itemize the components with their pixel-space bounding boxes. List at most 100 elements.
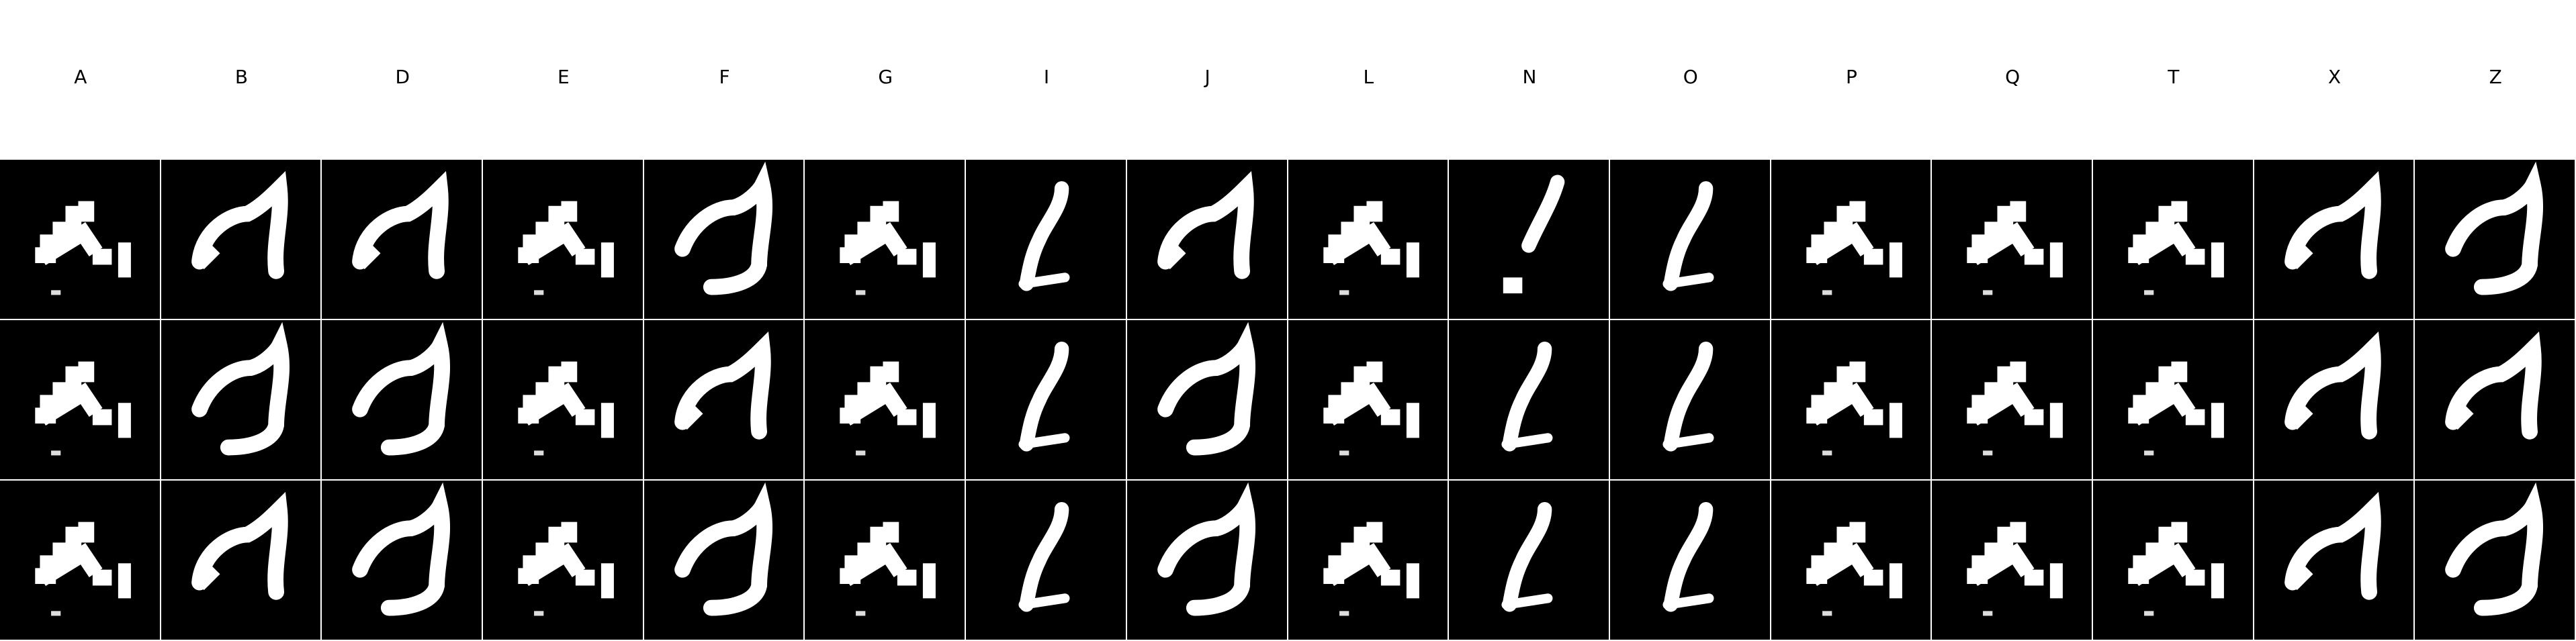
column-label-A: A xyxy=(74,66,87,88)
glyph-arch xyxy=(161,481,321,640)
glyph-stairs xyxy=(1288,320,1448,479)
column-label-B: B xyxy=(234,66,249,88)
glyph-stairs xyxy=(1771,160,1931,319)
sample-cell-P-row1 xyxy=(1771,160,1931,319)
sample-cell-Z-row3 xyxy=(2415,481,2575,640)
sample-cell-A-row1 xyxy=(0,160,160,319)
glyph-slash xyxy=(966,481,1126,640)
sample-cell-E-row2 xyxy=(483,320,643,479)
glyph-z-shape xyxy=(161,320,321,479)
sample-cell-L-row1 xyxy=(1288,160,1448,319)
column-label-P: P xyxy=(1845,66,1857,88)
sample-cell-Z-row1 xyxy=(2415,160,2575,319)
sample-cell-I-row3 xyxy=(966,481,1126,640)
sample-cell-I-row2 xyxy=(966,320,1126,479)
sample-cell-X-row3 xyxy=(2254,481,2414,640)
glyph-z-shape xyxy=(643,160,804,319)
glyph-stairs xyxy=(483,320,643,479)
sample-cell-Q-row2 xyxy=(1932,320,2092,479)
column-label-J: J xyxy=(1204,66,1210,88)
sample-cell-Z-row2 xyxy=(2415,320,2575,479)
sample-cell-G-row1 xyxy=(805,160,965,319)
glyph-z-shape xyxy=(2415,481,2575,640)
sample-cell-O-row2 xyxy=(1609,320,1770,479)
sample-cell-F-row2 xyxy=(643,320,804,479)
glyph-stairs xyxy=(0,320,160,479)
sample-cell-N-row1 xyxy=(1449,160,1609,319)
sample-cell-E-row1 xyxy=(483,160,643,319)
glyph-arch xyxy=(1126,160,1287,319)
glyph-stairs xyxy=(0,160,160,319)
column-label-X: X xyxy=(2327,66,2342,88)
glyph-stairs xyxy=(2092,481,2253,640)
sample-cell-D-row3 xyxy=(322,481,482,640)
column-label-N: N xyxy=(1522,66,1537,88)
sample-cell-L-row3 xyxy=(1288,481,1448,640)
glyph-z-shape xyxy=(322,320,482,479)
glyph-stairs xyxy=(2092,320,2253,479)
column-label-L: L xyxy=(1363,66,1374,88)
glyph-z-shape xyxy=(2415,160,2575,319)
column-label-D: D xyxy=(395,66,410,88)
sample-cell-A-row2 xyxy=(0,320,160,479)
sample-cell-Q-row3 xyxy=(1932,481,2092,640)
glyph-stairs xyxy=(0,481,160,640)
sample-cell-O-row1 xyxy=(1609,160,1770,319)
sample-cell-L-row2 xyxy=(1288,320,1448,479)
sample-cell-I-row1 xyxy=(966,160,1126,319)
sample-cell-Q-row1 xyxy=(1932,160,2092,319)
glyph-z-shape xyxy=(1126,320,1287,479)
glyph-stairs xyxy=(483,160,643,319)
column-label-T: T xyxy=(2168,66,2180,88)
glyph-arch xyxy=(2254,160,2414,319)
sample-cell-B-row2 xyxy=(161,320,321,479)
glyph-slash xyxy=(1449,481,1609,640)
sample-cell-J-row2 xyxy=(1126,320,1287,479)
sample-cell-J-row1 xyxy=(1126,160,1287,319)
sample-cell-G-row3 xyxy=(805,481,965,640)
column-label-O: O xyxy=(1683,66,1698,88)
glyph-arch xyxy=(2415,320,2575,479)
glyph-slash xyxy=(1609,160,1770,319)
glyph-slash xyxy=(1609,481,1770,640)
glyph-stairs xyxy=(2092,160,2253,319)
sample-cell-B-row3 xyxy=(161,481,321,640)
glyph-slash xyxy=(1449,320,1609,479)
sample-cell-T-row3 xyxy=(2092,481,2253,640)
sample-cell-E-row3 xyxy=(483,481,643,640)
glyph-slash xyxy=(966,320,1126,479)
sample-cell-F-row3 xyxy=(643,481,804,640)
sample-cell-J-row3 xyxy=(1126,481,1287,640)
column-label-I: I xyxy=(1043,66,1050,88)
glyph-stairs xyxy=(1288,481,1448,640)
glyph-stairs xyxy=(1932,320,2092,479)
glyph-stairs xyxy=(805,160,965,319)
column-label-G: G xyxy=(878,66,893,88)
glyph-stairs xyxy=(805,481,965,640)
glyph-slash xyxy=(966,160,1126,319)
glyph-slash xyxy=(1609,320,1770,479)
sample-cell-D-row1 xyxy=(322,160,482,319)
glyph-stairs xyxy=(1771,320,1931,479)
glyph-dot-slash xyxy=(1449,160,1609,319)
sample-cell-T-row2 xyxy=(2092,320,2253,479)
sample-cell-N-row2 xyxy=(1449,320,1609,479)
sample-cell-P-row2 xyxy=(1771,320,1931,479)
glyph-stairs xyxy=(1288,160,1448,319)
sample-cell-F-row1 xyxy=(643,160,804,319)
glyph-arch xyxy=(161,160,321,319)
glyph-arch xyxy=(322,160,482,319)
glyph-arch xyxy=(643,320,804,479)
sample-cell-A-row3 xyxy=(0,481,160,640)
sample-cell-D-row2 xyxy=(322,320,482,479)
sample-cell-P-row3 xyxy=(1771,481,1931,640)
glyph-stairs xyxy=(1932,481,2092,640)
sample-grid xyxy=(0,160,2576,641)
column-label-Q: Q xyxy=(2005,66,2020,88)
sample-cell-N-row3 xyxy=(1449,481,1609,640)
sample-cell-O-row3 xyxy=(1609,481,1770,640)
glyph-z-shape xyxy=(1126,481,1287,640)
glyph-z-shape xyxy=(643,481,804,640)
sample-cell-G-row2 xyxy=(805,320,965,479)
